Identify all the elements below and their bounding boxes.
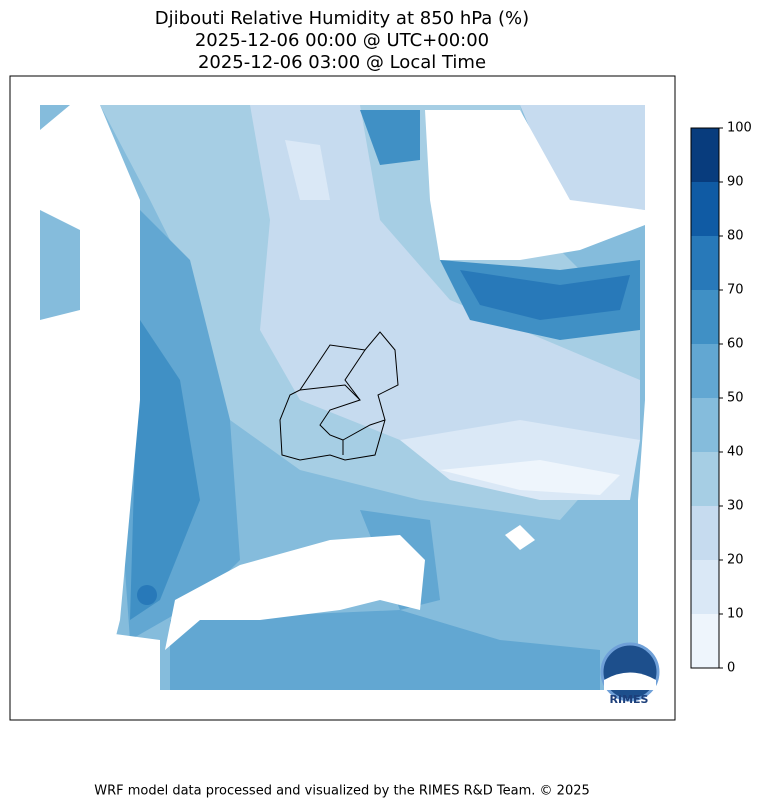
colorbar-tick-label: 100	[727, 121, 752, 136]
title-line: 2025-12-06 00:00 @ UTC+00:00	[195, 30, 489, 51]
colorbar-segment	[691, 182, 719, 236]
colorbar-segment	[691, 290, 719, 344]
humidity-area	[360, 110, 420, 165]
no-data	[10, 620, 645, 720]
humidity-area	[520, 105, 645, 210]
colorbar-segment	[691, 614, 719, 668]
colorbar-segment	[691, 398, 719, 452]
no-data	[40, 105, 140, 640]
map	[10, 76, 675, 720]
logo: RIMES	[600, 642, 660, 706]
colorbar-tick-label: 20	[727, 553, 744, 568]
colorbar-tick-label: 80	[727, 229, 744, 244]
logo-wave	[604, 672, 656, 690]
colorbar-tick-label: 30	[727, 499, 744, 514]
map-frame	[9, 75, 676, 721]
humidity-area	[250, 105, 640, 470]
colorbar-tick-label: 10	[727, 607, 744, 622]
humidity-area	[170, 610, 600, 690]
no-data	[425, 110, 645, 260]
no-data	[165, 535, 425, 650]
logo-text: RIMES	[610, 693, 649, 706]
colorbar-tick-label: 50	[727, 391, 744, 406]
colorbar-tick-label: 70	[727, 283, 744, 298]
humidity-area	[285, 140, 330, 200]
colorbar-tick-label: 90	[727, 175, 744, 190]
colorbar-tick-label: 60	[727, 337, 744, 352]
humidity-area	[440, 460, 620, 495]
no-data	[505, 525, 535, 550]
logo-badge	[600, 642, 660, 702]
colorbar-segment	[691, 128, 719, 182]
colorbar-segment	[691, 344, 719, 398]
colorbar-tick-label: 0	[727, 661, 735, 676]
colorbar-segment	[691, 560, 719, 614]
borders	[279, 331, 399, 461]
colorbar: 0 10 20 30 40 50 60 70 80 90 100	[690, 121, 752, 676]
colorbar-segment	[691, 452, 719, 506]
title-line: Djibouti Relative Humidity at 850 hPa (%…	[155, 8, 529, 29]
humidity-area	[130, 320, 200, 620]
humidity-area	[137, 585, 157, 605]
no-data	[638, 76, 675, 720]
footer: WRF model data processed and visualized …	[94, 784, 590, 799]
colorbar-tick-label: 40	[727, 445, 744, 460]
colorbar-segment	[691, 236, 719, 290]
title-line: 2025-12-06 03:00 @ Local Time	[198, 52, 486, 73]
humidity-area	[460, 270, 630, 320]
colorbar-segment	[691, 506, 719, 560]
